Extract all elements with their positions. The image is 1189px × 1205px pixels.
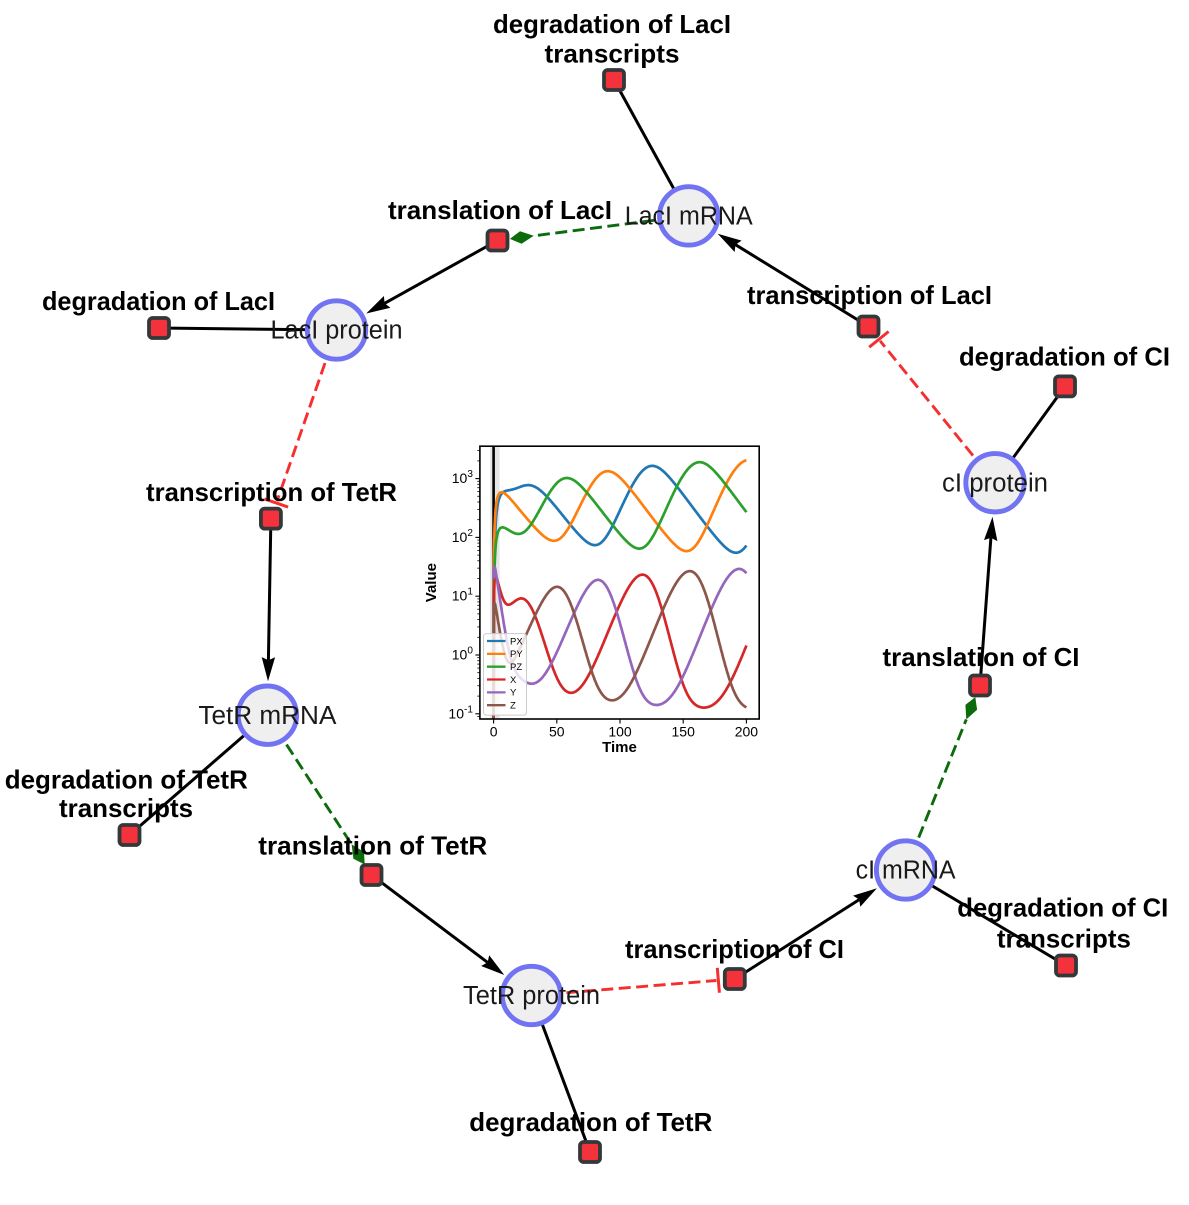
svg-text:degradation of CI: degradation of CI bbox=[957, 893, 1168, 923]
svg-text:transcripts: transcripts bbox=[997, 924, 1131, 954]
svg-text:transcripts: transcripts bbox=[545, 39, 680, 69]
svg-text:X: X bbox=[510, 675, 517, 686]
svg-text:cI mRNA: cI mRNA bbox=[856, 857, 956, 885]
svg-text:TetR protein: TetR protein bbox=[463, 982, 600, 1010]
svg-text:translation of CI: translation of CI bbox=[883, 642, 1080, 672]
svg-text:cI protein: cI protein bbox=[942, 469, 1048, 497]
svg-text:LacI protein: LacI protein bbox=[271, 317, 403, 345]
svg-text:PZ: PZ bbox=[510, 662, 522, 673]
svg-text:Z: Z bbox=[510, 701, 516, 712]
svg-text:LacI mRNA: LacI mRNA bbox=[625, 203, 753, 231]
svg-text:degradation of LacI: degradation of LacI bbox=[493, 9, 731, 39]
svg-text:PY: PY bbox=[510, 649, 523, 660]
svg-text:Time: Time bbox=[602, 739, 637, 756]
svg-text:PX: PX bbox=[510, 636, 523, 647]
svg-text:Y: Y bbox=[510, 688, 517, 699]
svg-text:TetR mRNA: TetR mRNA bbox=[198, 702, 336, 730]
svg-text:transcripts: transcripts bbox=[59, 793, 193, 823]
svg-text:Value: Value bbox=[423, 563, 440, 602]
svg-text:translation of LacI: translation of LacI bbox=[388, 195, 612, 225]
svg-text:translation of TetR: translation of TetR bbox=[258, 831, 487, 861]
svg-text:150: 150 bbox=[672, 724, 696, 740]
svg-text:200: 200 bbox=[735, 724, 759, 740]
svg-text:transcription of CI: transcription of CI bbox=[625, 934, 844, 964]
svg-text:degradation of LacI: degradation of LacI bbox=[42, 286, 275, 316]
svg-text:degradation of TetR: degradation of TetR bbox=[469, 1107, 712, 1137]
svg-text:degradation of TetR: degradation of TetR bbox=[5, 765, 248, 795]
svg-text:transcription of TetR: transcription of TetR bbox=[146, 477, 397, 507]
svg-text:100: 100 bbox=[608, 724, 632, 740]
svg-text:degradation of CI: degradation of CI bbox=[959, 342, 1170, 372]
svg-text:transcription of LacI: transcription of LacI bbox=[747, 280, 992, 310]
svg-text:50: 50 bbox=[549, 724, 565, 740]
svg-text:0: 0 bbox=[490, 724, 498, 740]
